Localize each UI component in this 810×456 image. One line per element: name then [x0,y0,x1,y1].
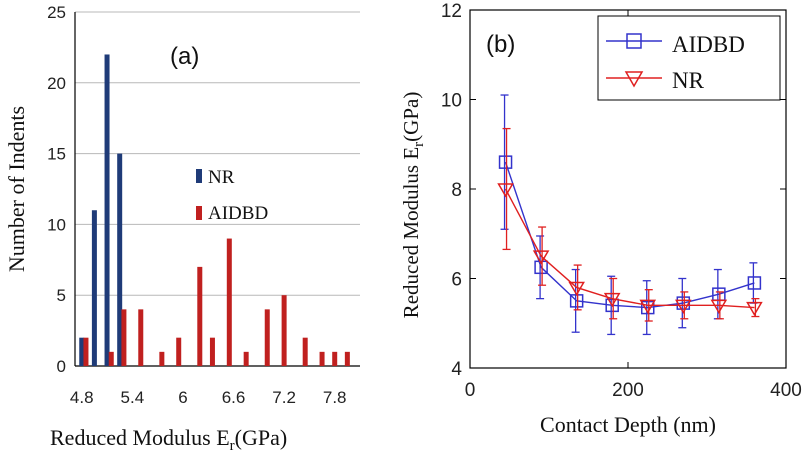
line-legend: AIDBD NR [597,15,781,101]
line-y-tick-label: 6 [451,270,462,291]
histogram-x-tick-label: 4.8 [70,388,94,407]
bar-aidbd [243,351,249,366]
legend-marker-nr [624,71,644,88]
marker-nr [710,299,728,314]
line-y-label-main: Reduced Modulus E [399,147,423,318]
histogram-x-tick-label: 6 [178,388,187,407]
legend-label-nr: NR [208,167,235,188]
marker-nr [639,299,657,314]
bar-nr [91,210,97,366]
bar-nr [117,153,123,366]
bar-nr [79,337,85,366]
bar-aidbd [83,337,89,366]
marker-aidbd [534,260,548,275]
bar-aidbd [159,351,165,366]
line-panel: 4 6 8 10 12 0 200 400 (b) AIDBD NR Reduced Modu… [399,1,802,437]
marker-aidbd [747,276,762,290]
histogram-y-tick-label: 5 [57,286,66,305]
histogram-y-tick-label: 0 [57,357,66,376]
legend-swatch-aidbd [196,206,202,220]
panel-b-label: (b) [486,31,515,58]
line-y-tick-label: 10 [441,91,462,112]
marker-nr [532,250,550,265]
bar-aidbd [332,351,338,366]
legend-marker-aidbd [626,33,642,49]
marker-nr [674,299,692,314]
histogram-x-tick-label: 7.2 [272,388,296,407]
line-legend-label-aidbd: AIDBD [672,32,745,57]
marker-aidbd [605,298,619,313]
line-y-label-unit: (GPa) [399,92,423,142]
histogram-x-tick-label: 6.6 [222,388,246,407]
marker-nr [746,301,763,317]
histogram-y-tick-label: 25 [47,3,66,22]
bar-nr [104,54,110,366]
line-y-tick-label: 4 [451,359,462,380]
histogram-y-tick-label: 10 [47,215,66,234]
bar-aidbd [138,309,144,366]
histogram-y-tick-label: 20 [47,74,66,93]
histogram-x-label: Reduced Modulus Er(GPa) [50,425,287,454]
bar-aidbd [209,337,215,366]
bar-aidbd [264,309,270,366]
histogram-x-label-main: Reduced Modulus E [50,425,230,450]
line-legend-label-nr: NR [672,68,705,93]
bar-aidbd [226,238,232,366]
line-y-tick-label: 12 [441,1,462,22]
bar-aidbd [108,351,114,366]
bar-aidbd [319,351,325,366]
bar-aidbd [197,266,203,366]
series-line-nr [504,188,755,309]
line-x-label: Contact Depth (nm) [540,412,716,437]
bar-aidbd [302,337,308,366]
histogram-x-label-unit: (GPa) [235,425,288,450]
line-x-tick-label: 400 [770,380,802,401]
marker-aidbd [498,155,513,169]
histogram-x-tick-label: 5.4 [121,388,145,407]
line-x-tick-label: 200 [612,380,644,401]
line-legend-box [597,15,781,101]
legend-label-aidbd: AIDBD [208,203,268,224]
bar-aidbd [344,351,350,366]
bar-aidbd [281,295,287,366]
legend-swatch-nr [196,169,202,183]
line-y-label-sub: r [411,142,427,147]
histogram-legend: NR AIDBD [196,167,268,224]
histogram-y-label: Number of Indents [4,106,29,272]
marker-nr [568,281,585,296]
line-x-tick-label: 0 [465,380,476,401]
histogram-x-tick-label: 7.8 [323,388,347,407]
marker-nr [497,183,514,198]
histogram-panel: 0 5 10 15 20 25 4.8 5.4 6 6.6 7.2 7.8 (a) NR AIDBD… [4,3,360,454]
line-y-label: Reduced Modulus Er(GPa) [399,92,427,319]
marker-nr [603,292,621,308]
panel-a-label: (a) [170,43,199,70]
line-y-tick-label: 8 [451,180,462,201]
histogram-x-label-sub: r [230,438,235,454]
bar-aidbd [121,309,127,366]
bar-aidbd [176,337,182,366]
histogram-y-tick-label: 15 [47,145,66,164]
